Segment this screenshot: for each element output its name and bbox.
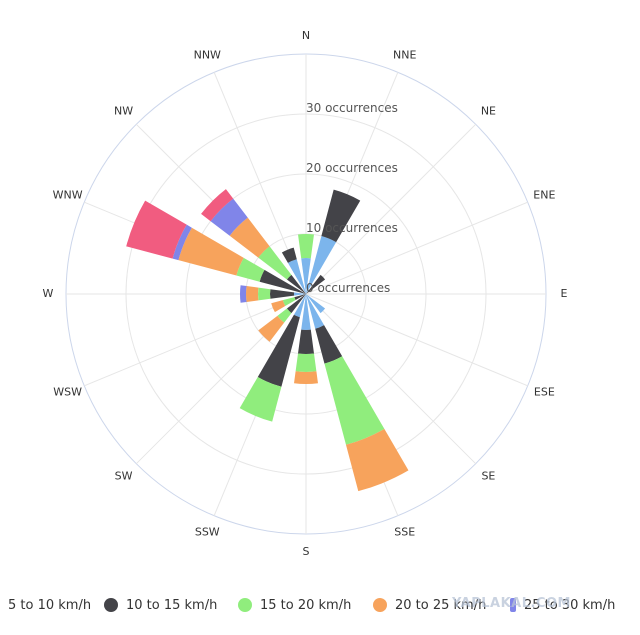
bar-segment-wsw-1[interactable] <box>294 294 306 301</box>
legend-label: 20 to 25 km/h <box>395 597 487 613</box>
direction-label-sw: SW <box>115 469 133 482</box>
legend-marker-icon <box>510 598 516 612</box>
bar-segment-sw-3[interactable] <box>258 315 285 342</box>
grid-spoke <box>305 123 477 295</box>
bar-segment-sse-3[interactable] <box>345 428 409 492</box>
legend: 5 to 10 km/h 10 to 15 km/h 15 to 20 km/h… <box>0 593 640 621</box>
bar-segment-nnw-1[interactable] <box>281 247 297 263</box>
bar-segment-s-3[interactable] <box>294 371 318 385</box>
legend-label: 10 to 15 km/h <box>126 597 218 613</box>
direction-label-s: S <box>303 545 310 558</box>
bar-segment-ssw-2[interactable] <box>239 377 282 422</box>
legend-marker-icon <box>238 598 252 612</box>
bar-segment-s-0[interactable] <box>301 294 311 330</box>
bar-segment-w-4[interactable] <box>239 285 247 303</box>
bar-segment-wnw-4[interactable] <box>172 224 192 261</box>
bar-segment-wnw-1[interactable] <box>259 269 306 294</box>
bar-segment-n-2[interactable] <box>298 234 314 259</box>
bar-segment-ne-1[interactable] <box>306 274 326 294</box>
ring-label: 10 occurrences <box>306 221 398 235</box>
bar-segment-sw-1[interactable] <box>286 294 306 314</box>
grid-spoke <box>305 293 528 387</box>
bar-segment-sse-1[interactable] <box>315 325 343 364</box>
grid-spoke <box>305 201 528 295</box>
bar-segment-w-1[interactable] <box>269 289 295 299</box>
direction-label-ne: NE <box>481 105 496 118</box>
bar-segment-w-3[interactable] <box>246 286 259 302</box>
bar-segment-nne-1[interactable] <box>321 189 361 243</box>
direction-label-ene: ENE <box>533 188 555 201</box>
polar-bars <box>126 189 409 492</box>
bar-segment-wnw-5[interactable] <box>126 200 187 259</box>
bar-segment-s-2[interactable] <box>295 353 317 372</box>
bar-segment-n-0[interactable] <box>301 258 311 294</box>
direction-label-nw: NW <box>114 105 133 118</box>
legend-label: 5 to 10 km/h <box>8 597 92 613</box>
bar-segment-sw-2[interactable] <box>277 308 292 323</box>
direction-label-wnw: WNW <box>53 188 83 201</box>
bar-segment-nw-1[interactable] <box>286 274 306 294</box>
legend-item-5-10[interactable]: 5 to 10 km/h <box>0 593 91 617</box>
ring-labels: 0 occurrences 10 occurrences 20 occurrence… <box>306 101 398 295</box>
bar-segment-sse-2[interactable] <box>324 356 385 445</box>
bar-segment-wsw-3[interactable] <box>271 300 286 313</box>
legend-marker-icon <box>373 598 387 612</box>
bar-segment-w-0[interactable] <box>294 292 306 296</box>
direction-label-n: N <box>302 29 310 42</box>
bar-segment-wsw-2[interactable] <box>282 297 296 307</box>
direction-label-w: W <box>43 287 54 300</box>
grid-spoke <box>84 293 307 387</box>
direction-label-nnw: NNW <box>194 49 221 62</box>
legend-item-10-15[interactable]: 10 to 15 km/h <box>104 593 217 617</box>
bar-segment-ssw-0[interactable] <box>293 294 306 318</box>
legend-item-20-25[interactable]: 20 to 25 km/h <box>373 593 486 617</box>
legend-marker-icon <box>104 598 118 612</box>
legend-label: 25 to 30 km/h <box>524 597 616 613</box>
grid-spoke <box>305 293 477 465</box>
wind-rose-chart: N NNE NE ENE E ESE SE SSE S SSW SW WSW W WNW NW NNW 0 o… <box>43 29 568 558</box>
bar-segment-nnw-0[interactable] <box>287 259 306 294</box>
bar-segment-nw-5[interactable] <box>201 189 234 222</box>
direction-labels: N NNE NE ENE E ESE SE SSE S SSW SW WSW W WNW NW NNW <box>43 29 568 558</box>
bar-segment-s-1[interactable] <box>298 329 314 354</box>
watermark: YAPLAKAL.COM <box>452 596 571 611</box>
bar-segment-wnw-2[interactable] <box>236 257 265 282</box>
bar-segment-wnw-3[interactable] <box>178 227 244 276</box>
bar-segment-sse-0[interactable] <box>306 294 325 329</box>
legend-item-25-30[interactable]: 25 to 30 km/h <box>510 593 615 617</box>
ring-label: 20 occurrences <box>306 161 398 175</box>
bar-segment-nw-4[interactable] <box>210 198 248 236</box>
direction-label-ese: ESE <box>534 386 555 399</box>
direction-label-e: E <box>561 287 568 300</box>
bar-segment-nw-3[interactable] <box>229 217 270 258</box>
direction-label-ssw: SSW <box>195 525 220 538</box>
direction-label-sse: SSE <box>394 525 415 538</box>
bar-segment-ssw-1[interactable] <box>257 314 300 387</box>
direction-label-wsw: WSW <box>53 386 82 399</box>
legend-label: 15 to 20 km/h <box>260 597 352 613</box>
direction-label-se: SE <box>481 469 495 482</box>
bar-segment-se-0[interactable] <box>306 294 326 314</box>
bar-segment-nw-2[interactable] <box>258 246 292 280</box>
ring-label: 0 occurrences <box>306 281 390 295</box>
ring-label: 30 occurrences <box>306 101 398 115</box>
bar-segment-nne-0[interactable] <box>306 236 337 294</box>
bar-segment-w-2[interactable] <box>258 287 271 301</box>
legend-item-15-20[interactable]: 15 to 20 km/h <box>238 593 351 617</box>
direction-label-nne: NNE <box>393 49 416 62</box>
